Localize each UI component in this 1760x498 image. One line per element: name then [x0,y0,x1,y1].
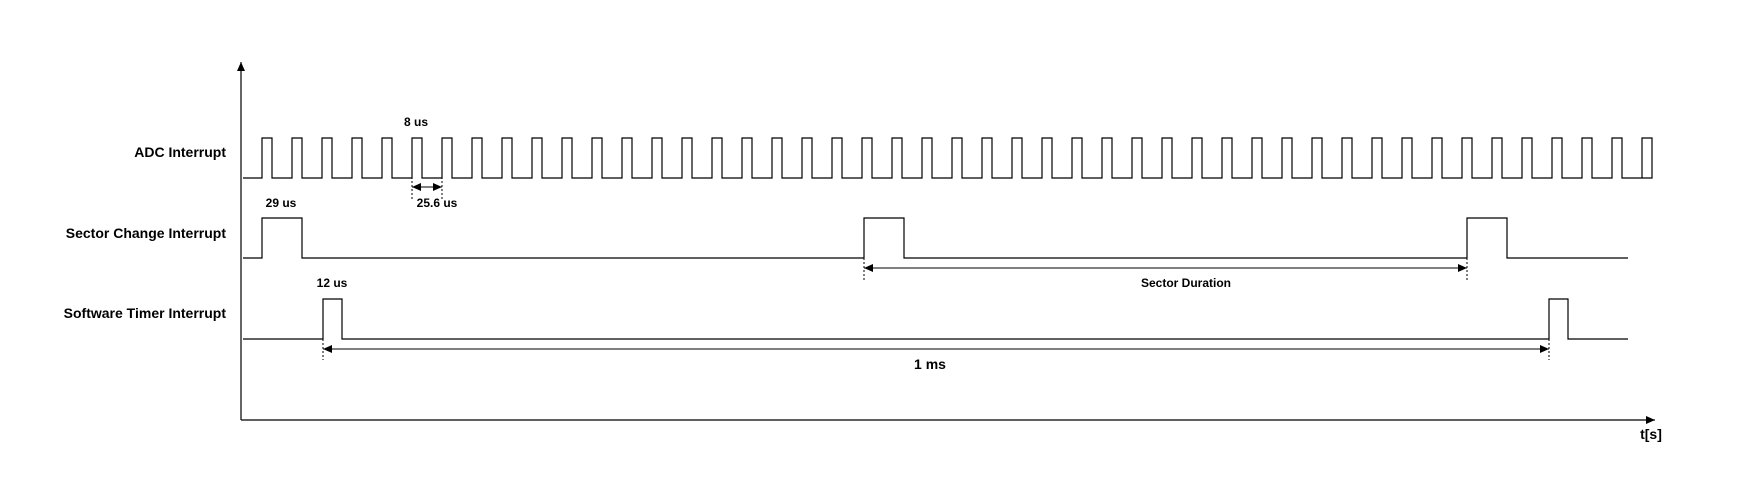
software-timer-interrupt-label: Software Timer Interrupt [64,305,227,321]
adc-pulse-width-label: 8 us [404,115,428,129]
adc-interrupt-waveform [243,137,1653,179]
adc-pulse-train [243,137,1653,179]
timer-interval-label: 1 ms [914,356,946,372]
sector-pulse-width-label: 29 us [266,196,297,210]
software-timer-waveform [243,298,1628,340]
adc-period-label: 25.6 us [417,196,458,210]
sector-change-waveform [243,217,1628,259]
x-axis-label: t[s] [1640,426,1662,442]
sector-change-interrupt-label: Sector Change Interrupt [66,225,227,241]
timer-pulse-width-label: 12 us [317,276,348,290]
sector-duration-label: Sector Duration [1141,276,1231,290]
adc-interrupt-label: ADC Interrupt [134,144,226,160]
